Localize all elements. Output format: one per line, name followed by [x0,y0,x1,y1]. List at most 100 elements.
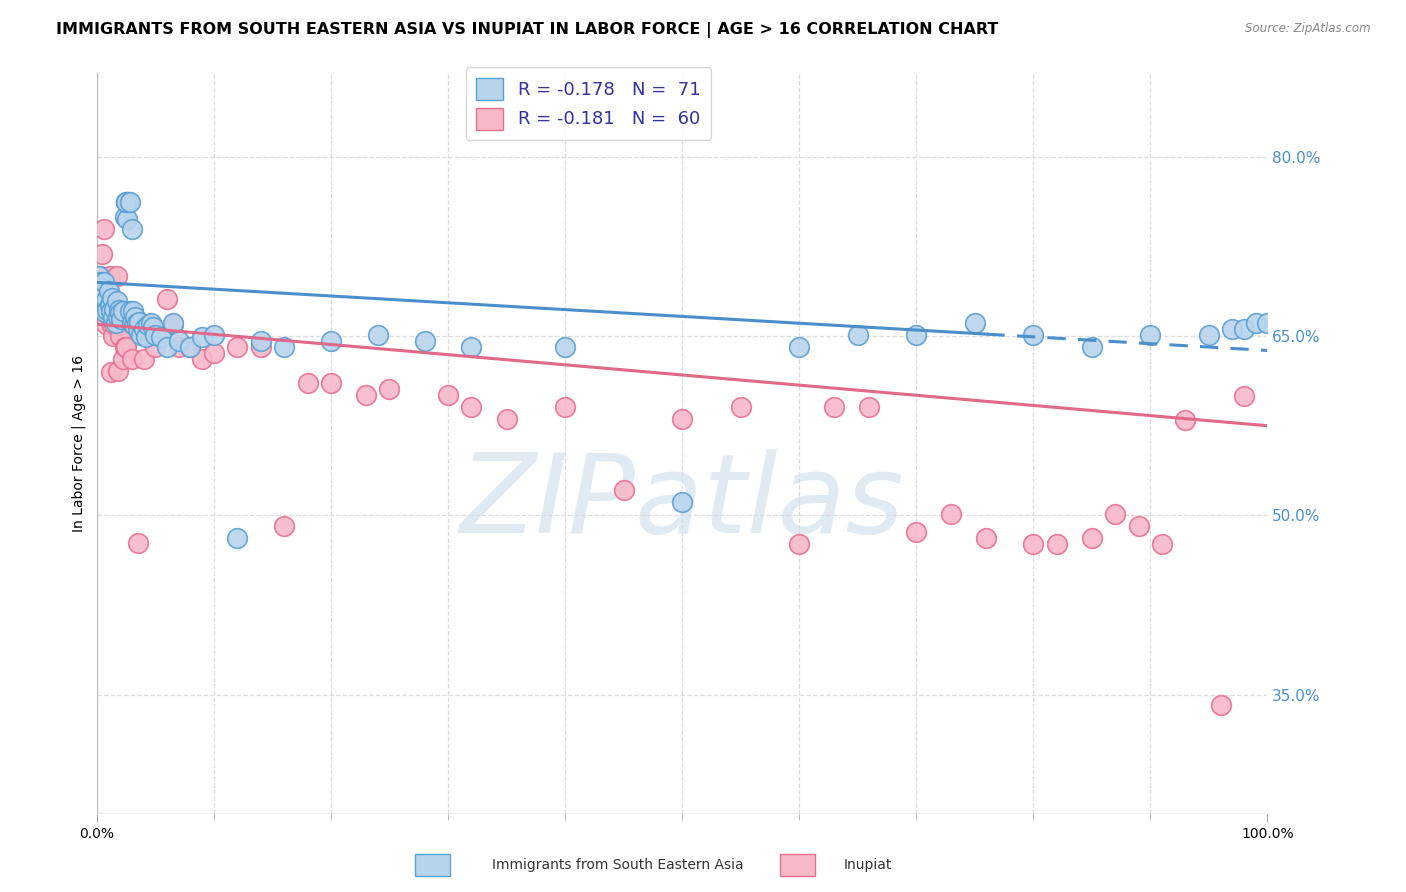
Point [156,340,179,354]
Point [110,306,132,320]
Point [94,305,117,319]
Point [179,340,201,354]
Point [671,411,693,425]
Point [1220,322,1243,336]
Point [139,316,162,330]
Point [131,327,153,342]
Point [554,340,576,354]
Point [145,340,167,354]
Point [730,400,752,414]
Point [963,316,986,330]
Point [124,318,146,333]
Text: Source: ZipAtlas.com: Source: ZipAtlas.com [1246,22,1371,36]
Point [138,318,160,333]
Point [96,317,118,331]
Point [124,310,146,324]
Point [107,364,129,378]
Point [297,376,319,390]
Point [167,334,190,348]
Point [94,292,117,306]
Point [98,269,121,284]
Point [226,340,249,354]
Point [104,304,127,318]
Point [125,316,148,330]
Point [460,400,482,414]
Point [202,327,225,342]
Point [367,327,389,342]
Point [90,246,112,260]
Point [1128,519,1150,533]
Point [319,376,342,390]
Point [101,291,124,305]
Point [941,507,963,521]
Text: Immigrants from South Eastern Asia: Immigrants from South Eastern Asia [492,858,744,872]
Point [89,304,111,318]
Point [460,340,482,354]
Point [202,346,225,360]
Point [823,400,845,414]
Text: ZIPatlas: ZIPatlas [460,450,904,557]
Point [98,298,121,312]
Legend: R = -0.178   N =  71, R = -0.181   N =  60: R = -0.178 N = 71, R = -0.181 N = 60 [465,68,711,140]
Point [93,276,115,290]
Point [118,195,141,210]
Point [273,340,295,354]
Point [135,330,157,344]
Point [1022,537,1045,551]
Point [105,269,128,284]
Point [413,334,436,348]
Point [117,195,139,210]
Point [96,293,118,308]
Point [846,327,869,342]
Point [156,292,179,306]
Point [97,284,120,298]
Point [127,322,149,336]
Point [90,281,112,295]
Point [100,304,122,318]
Point [378,382,401,396]
Point [115,195,138,210]
Point [191,351,214,366]
Point [121,351,143,366]
Point [111,351,134,366]
Point [104,316,127,330]
Point [93,221,115,235]
Point [110,329,132,343]
Point [89,269,111,284]
Point [89,269,111,284]
Text: Inupiat: Inupiat [844,858,891,872]
Point [1244,316,1267,330]
Point [1022,327,1045,342]
Point [105,294,128,309]
Point [226,531,249,545]
Point [103,329,125,343]
Point [1174,413,1197,427]
Point [103,317,125,331]
Point [115,340,138,354]
Point [128,315,150,329]
Point [613,483,636,498]
Point [249,340,271,354]
Point [1104,507,1126,521]
Point [1233,322,1256,336]
Point [100,365,122,379]
Point [132,351,155,366]
Point [162,317,184,331]
Point [976,531,998,545]
Point [1139,327,1161,342]
Point [354,387,377,401]
Point [114,340,136,354]
Point [1150,537,1173,551]
Point [121,221,143,235]
Point [1046,537,1069,551]
Point [103,310,125,324]
Point [91,287,114,301]
Point [905,525,928,540]
Point [89,276,111,290]
Point [103,301,125,316]
Point [1081,340,1104,354]
Point [122,304,145,318]
Point [1209,698,1232,713]
Point [132,322,155,336]
Point [787,537,810,551]
